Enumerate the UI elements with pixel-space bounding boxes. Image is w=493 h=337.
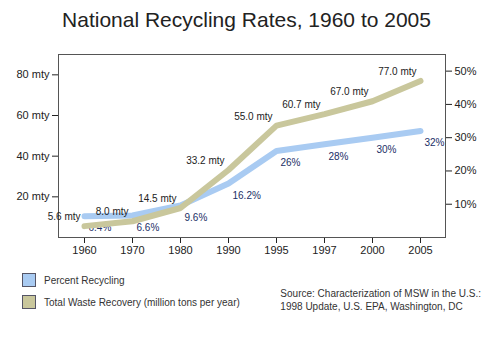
svg-text:1995: 1995 bbox=[264, 244, 288, 256]
svg-text:32%: 32% bbox=[425, 137, 445, 148]
html-text:1998 Update, U.S. EPA, Washing: 1998 Update, U.S. EPA, Washington, DC bbox=[280, 301, 463, 312]
svg-text:40 mty: 40 mty bbox=[16, 150, 50, 162]
svg-text:50%: 50% bbox=[455, 65, 477, 77]
html-text:National Recycling Rates, 1960: National Recycling Rates, 1960 to 2005 bbox=[62, 8, 431, 31]
html-text:Source: Characterization of MS: Source: Characterization of MSW in the U… bbox=[280, 288, 481, 299]
html-text:Total Waste Recovery (million: Total Waste Recovery (million tons per y… bbox=[44, 296, 240, 308]
svg-text:26%: 26% bbox=[281, 157, 301, 168]
svg-text:80 mty: 80 mty bbox=[16, 68, 50, 80]
svg-text:8.0 mty: 8.0 mty bbox=[96, 206, 129, 217]
svg-text:2000: 2000 bbox=[360, 244, 384, 256]
svg-text:1990: 1990 bbox=[216, 244, 240, 256]
svg-text:55.0 mty: 55.0 mty bbox=[234, 111, 272, 122]
svg-text:6.6%: 6.6% bbox=[137, 222, 160, 233]
svg-text:60 mty: 60 mty bbox=[16, 109, 50, 121]
svg-text:1997: 1997 bbox=[312, 244, 336, 256]
svg-text:2005: 2005 bbox=[408, 244, 432, 256]
svg-text:67.0 mty: 67.0 mty bbox=[330, 86, 368, 97]
svg-text:30%: 30% bbox=[377, 144, 397, 155]
html-text:Percent Recycling: Percent Recycling bbox=[44, 274, 125, 286]
svg-text:9.6%: 9.6% bbox=[185, 212, 208, 223]
svg-text:16.2%: 16.2% bbox=[233, 190, 261, 201]
svg-text:14.5 mty: 14.5 mty bbox=[138, 193, 176, 204]
svg-text:1970: 1970 bbox=[120, 244, 144, 256]
svg-text:20 mty: 20 mty bbox=[16, 190, 50, 202]
svg-text:10%: 10% bbox=[455, 198, 477, 210]
svg-text:60.7 mty: 60.7 mty bbox=[282, 99, 320, 110]
svg-text:30%: 30% bbox=[455, 131, 477, 143]
svg-text:33.2 mty: 33.2 mty bbox=[186, 155, 224, 166]
svg-text:77.0 mty: 77.0 mty bbox=[378, 66, 416, 77]
svg-text:1960: 1960 bbox=[72, 244, 96, 256]
svg-text:28%: 28% bbox=[329, 151, 349, 162]
svg-text:40%: 40% bbox=[455, 98, 477, 110]
svg-text:1980: 1980 bbox=[168, 244, 192, 256]
svg-text:20%: 20% bbox=[455, 164, 477, 176]
svg-text:5.6 mty: 5.6 mty bbox=[48, 211, 81, 222]
